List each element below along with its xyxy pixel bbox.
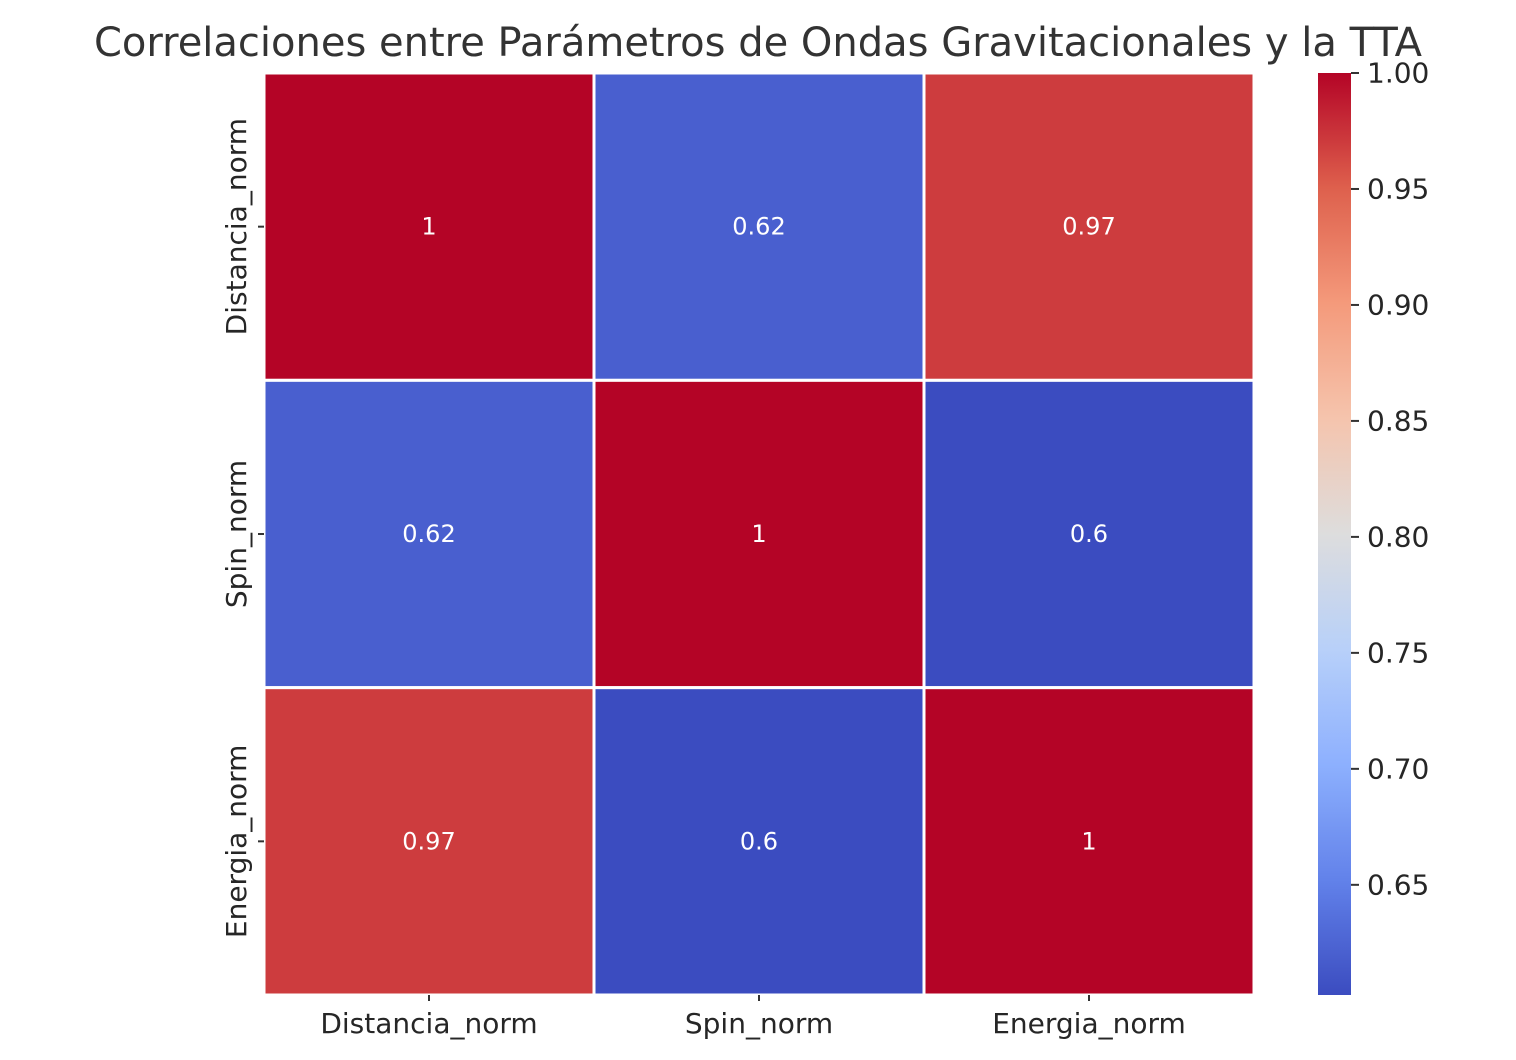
chart-title: Correlaciones entre Parámetros de Ondas … [94, 20, 1423, 66]
cell-value-label-2-2: 1 [1081, 827, 1096, 855]
colorbar-tick-label-0: 0.65 [1367, 868, 1429, 901]
heatmap-cell-1-2 [922, 378, 1256, 690]
colorbar-tick-label-4: 0.85 [1367, 404, 1429, 437]
y-tick-label-0: Distancia_norm [220, 118, 253, 335]
cell-value-label-0-0: 1 [421, 213, 436, 241]
colorbar-tick-label-2: 0.75 [1367, 636, 1429, 669]
y-axis: Distancia_norm Spin_norm Energia_norm [220, 118, 264, 938]
heatmap-cell-2-1 [592, 686, 926, 997]
heatmap-cell-0-0 [262, 71, 596, 382]
cell-value-label-0-1: 0.62 [732, 213, 785, 241]
y-tick-label-1: Spin_norm [220, 460, 253, 608]
x-tick-label-0: Distancia_norm [320, 1007, 537, 1040]
y-tick-label-2: Energia_norm [220, 745, 253, 939]
x-axis: Distancia_norm Spin_norm Energia_norm [320, 995, 1186, 1040]
colorbar-bar [1318, 73, 1351, 995]
colorbar: 0.65 0.70 0.75 0.80 0.85 0.90 0.95 1.00 [1318, 57, 1429, 995]
cell-value-label-0-2: 0.97 [1062, 213, 1115, 241]
x-tick-label-1: Spin_norm [685, 1007, 833, 1040]
colorbar-tick-label-5: 0.90 [1367, 288, 1429, 321]
colorbar-tick-label-3: 0.80 [1367, 520, 1429, 553]
cell-value-label-1-1: 1 [751, 520, 766, 548]
cell-value-label-1-2: 0.6 [1070, 520, 1108, 548]
heatmap-cell-0-1 [592, 71, 926, 382]
x-tick-label-2: Energia_norm [992, 1007, 1186, 1040]
heatmap-cell-1-0 [262, 378, 596, 690]
heatmap-cell-1-1 [592, 378, 926, 690]
heatmap-cells: 1 0.62 0.97 0.62 1 0.6 0.97 0.6 1 [262, 71, 1256, 997]
cell-value-label-1-0: 0.62 [402, 520, 455, 548]
colorbar-tick-label-1: 0.70 [1367, 752, 1429, 785]
colorbar-tick-label-7: 1.00 [1367, 57, 1429, 90]
cell-value-label-2-1: 0.6 [740, 827, 778, 855]
colorbar-tick-label-6: 0.95 [1367, 172, 1429, 205]
heatmap-cell-0-2 [922, 71, 1256, 382]
cell-value-label-2-0: 0.97 [402, 827, 455, 855]
